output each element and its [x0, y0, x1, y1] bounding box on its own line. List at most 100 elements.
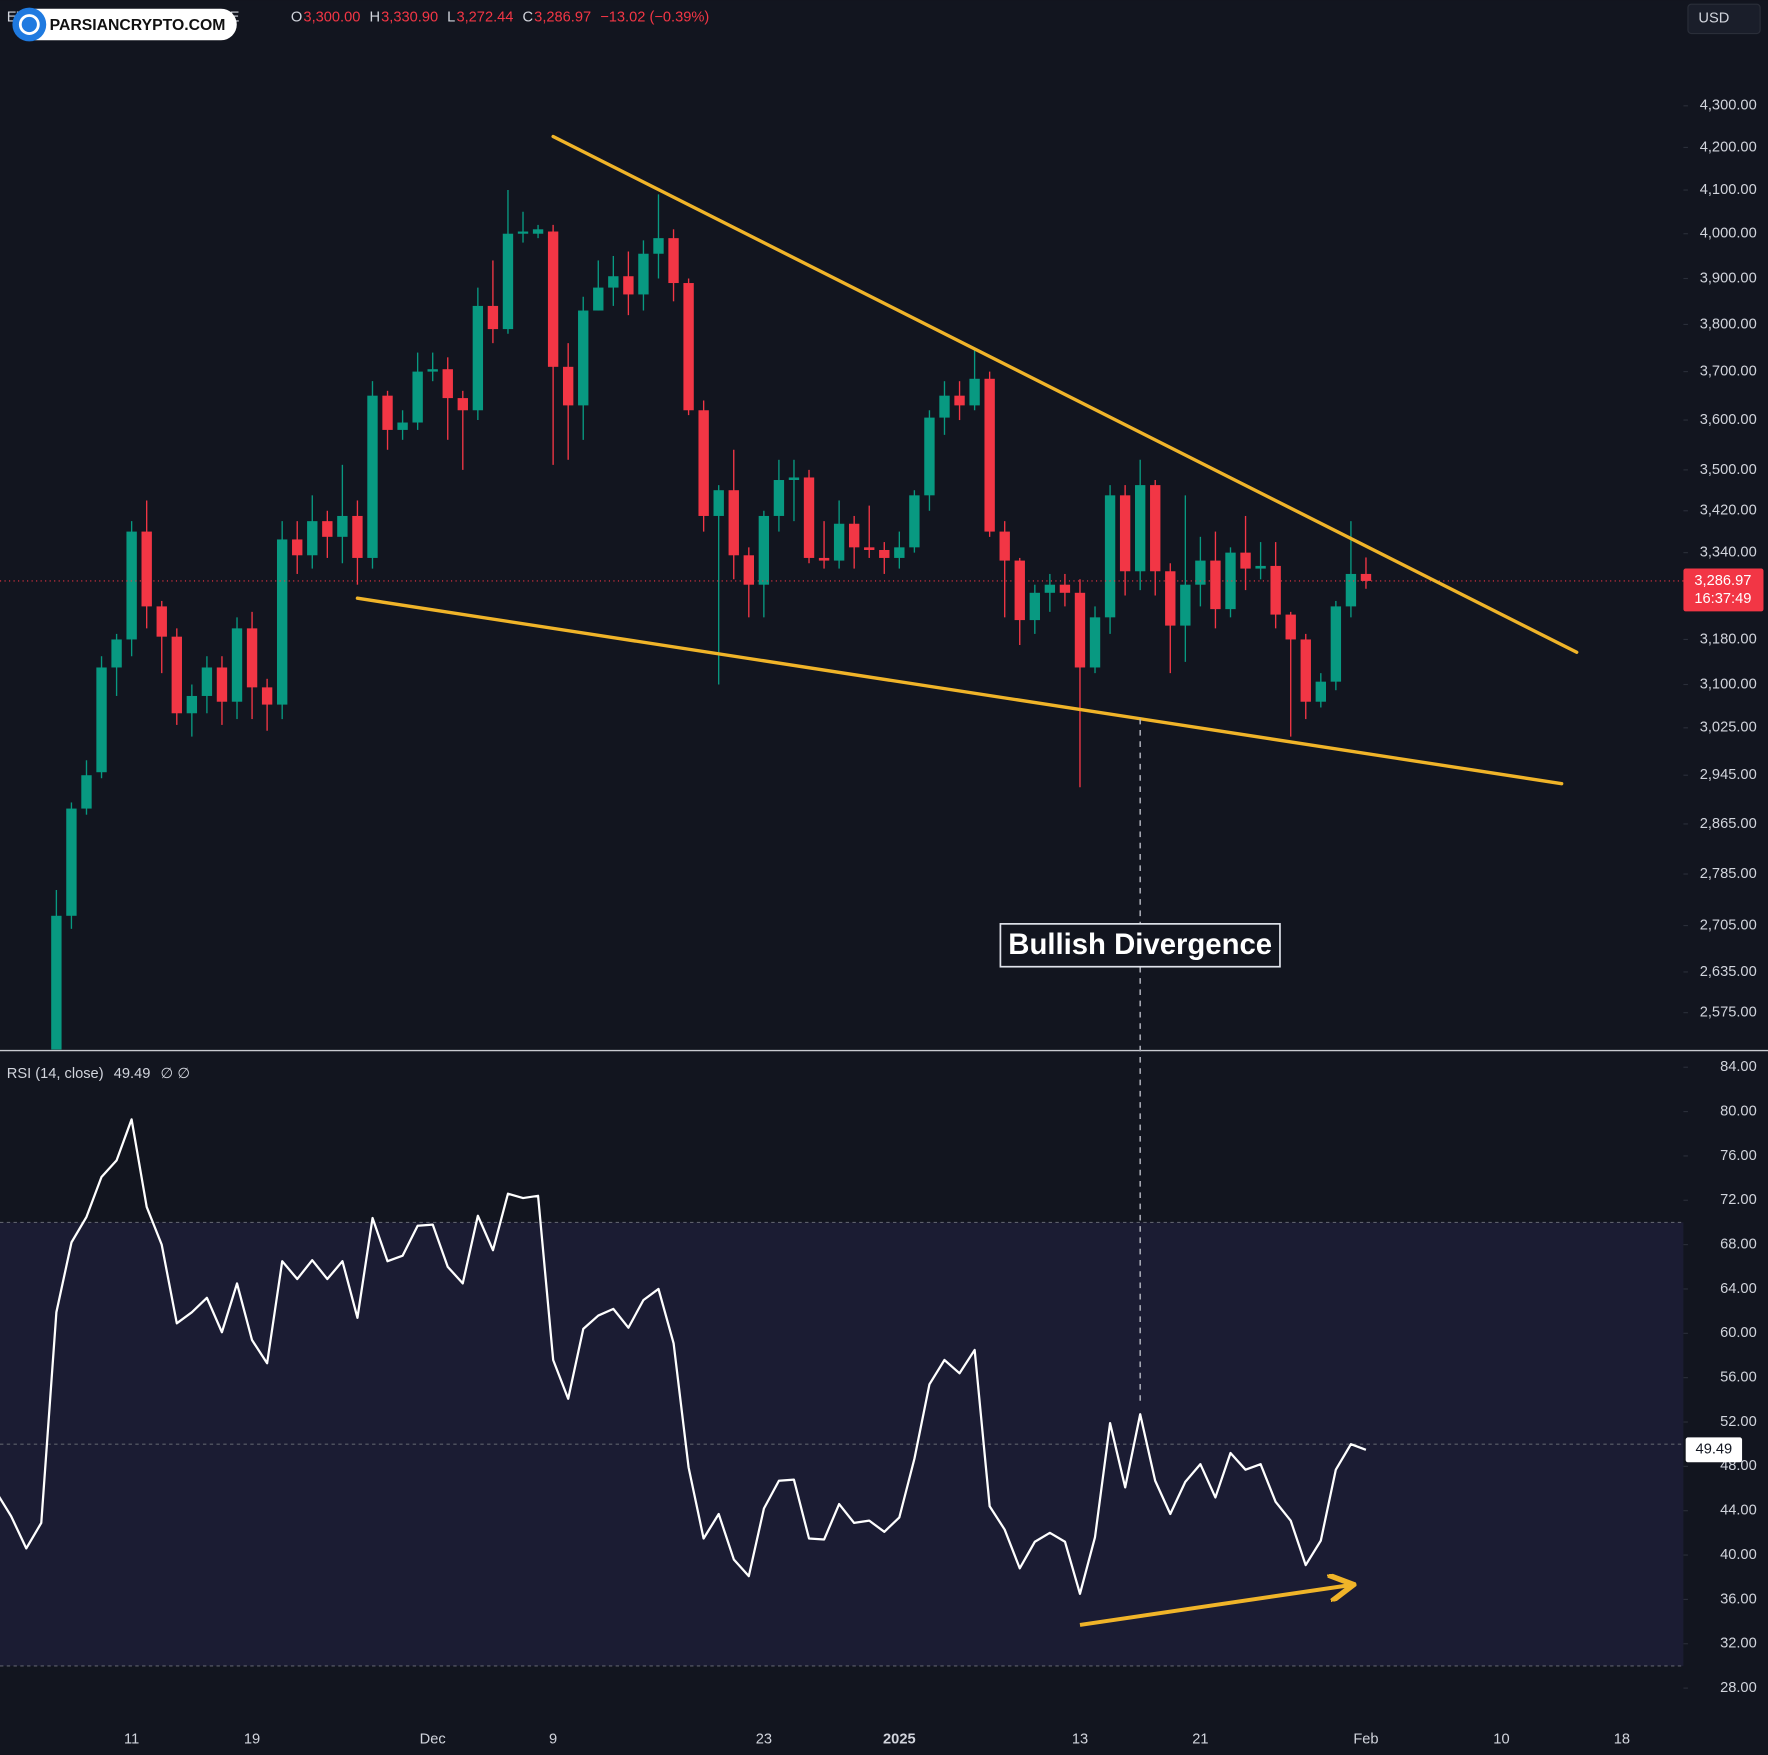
candle-body — [984, 378, 995, 532]
candle-body — [276, 539, 288, 705]
header-value: 3,286.97 — [534, 10, 591, 26]
x-tick-label: 23 — [756, 1731, 772, 1747]
candle-body — [939, 395, 950, 418]
y-tick-label: 3,420.00 — [1700, 503, 1757, 519]
y-tick-label: 4,100.00 — [1700, 182, 1757, 198]
currency-button[interactable] — [1687, 3, 1761, 35]
rsi-line — [0, 1118, 1367, 1595]
y-tick-label: 3,340.00 — [1700, 545, 1757, 561]
candle-body — [1300, 639, 1311, 702]
candle-body — [231, 628, 243, 702]
rsi-tick-label: 40.00 — [1720, 1547, 1757, 1563]
candle-body — [1029, 592, 1040, 621]
candle-body — [156, 606, 167, 637]
rsi-tick-label: 68.00 — [1720, 1236, 1757, 1252]
rsi-tick-label: 56.00 — [1720, 1370, 1757, 1386]
x-tick-label: 13 — [1072, 1731, 1088, 1747]
candle-body — [472, 305, 484, 411]
candle-body — [442, 369, 453, 399]
x-tick-label: 19 — [244, 1731, 260, 1747]
header-value: H — [369, 10, 380, 26]
y-tick-label: 3,900.00 — [1700, 270, 1757, 286]
x-tick-label: 21 — [1192, 1731, 1208, 1747]
candle-body — [1195, 560, 1206, 585]
candle-body — [999, 531, 1010, 561]
candle-body — [367, 395, 378, 558]
candle-body — [96, 667, 107, 773]
rsi-tick-label: 36.00 — [1720, 1591, 1757, 1607]
y-tick-label: 3,100.00 — [1700, 676, 1757, 692]
candle-body — [307, 521, 318, 556]
candle-body — [848, 523, 860, 548]
candle-body — [924, 417, 935, 496]
candle-body — [1150, 485, 1161, 572]
rsi-value-label: 49.49 — [1696, 1442, 1733, 1458]
x-tick-label: Dec — [420, 1731, 446, 1747]
candle-body — [1225, 552, 1236, 610]
candle-body — [638, 253, 649, 295]
candle-body — [773, 480, 785, 516]
countdown: 16:37:49 — [1694, 591, 1751, 607]
candle-body — [864, 547, 875, 550]
candle-body — [833, 523, 845, 561]
rsi-tick-label: 32.00 — [1720, 1636, 1757, 1652]
candle-body — [593, 287, 604, 311]
rsi-value-badge — [1685, 1437, 1743, 1463]
candle-body — [818, 557, 830, 561]
candle-body — [201, 667, 213, 696]
candle-body — [532, 229, 544, 234]
x-tick-label: 18 — [1614, 1731, 1630, 1747]
candle-body — [81, 775, 92, 809]
candle-body — [1285, 614, 1296, 640]
y-tick-label: 2,705.00 — [1700, 917, 1757, 933]
candle-body — [879, 549, 890, 558]
candle-body — [216, 667, 228, 702]
candle-body — [578, 310, 589, 406]
annotation-box — [999, 923, 1281, 968]
candle-body — [1315, 681, 1326, 702]
candle-body — [261, 687, 273, 705]
candle-body — [668, 238, 679, 284]
annotation-text: Bullish Divergence — [1008, 928, 1272, 961]
rsi-tick-label: 28.00 — [1720, 1680, 1757, 1696]
header-value: 3,300.00 — [303, 10, 360, 26]
candle-body — [547, 231, 559, 367]
header-value: 3,272.44 — [456, 10, 513, 26]
header-value: C — [522, 10, 533, 26]
candle-body — [743, 555, 754, 585]
candle-body — [126, 531, 137, 640]
candle-body — [1119, 495, 1131, 572]
candle-body — [1270, 565, 1281, 615]
candle-body — [954, 395, 965, 406]
x-tick-label: 2025 — [883, 1731, 916, 1747]
watermark: PARSIANCRYPTO.COM — [50, 17, 226, 34]
rsi-tick-label: 72.00 — [1720, 1192, 1757, 1208]
watermark-icon-inner — [18, 14, 40, 35]
candle-body — [457, 398, 468, 411]
rsi-header: 49.49 — [114, 1066, 151, 1082]
candle-body — [969, 378, 980, 406]
candle-body — [111, 639, 122, 668]
header-value: L — [447, 10, 455, 26]
candle-body — [1210, 560, 1221, 610]
rsi-arrow — [1079, 1585, 1351, 1627]
x-tick-label: 10 — [1493, 1731, 1509, 1747]
rsi-tick-label: 84.00 — [1720, 1059, 1757, 1075]
currency-label[interactable]: USD — [1698, 11, 1729, 27]
candle-body — [894, 547, 905, 558]
candle-body — [608, 276, 619, 288]
candle-body — [1014, 560, 1025, 621]
candle-body — [322, 521, 333, 537]
rsi-tick-label: 64.00 — [1720, 1281, 1757, 1297]
candle-body — [562, 366, 574, 406]
header-value: −13.02 (−0.39%) — [600, 10, 709, 26]
y-tick-label: 2,785.00 — [1700, 866, 1757, 882]
rsi-pane — [0, 1118, 1684, 1667]
candle-body — [1044, 584, 1056, 593]
y-tick-label: 3,700.00 — [1700, 363, 1757, 379]
last-price-label: 3,286.97 — [1694, 573, 1751, 589]
candle-body — [352, 515, 363, 558]
rsi-tick-label: 52.00 — [1720, 1414, 1757, 1430]
